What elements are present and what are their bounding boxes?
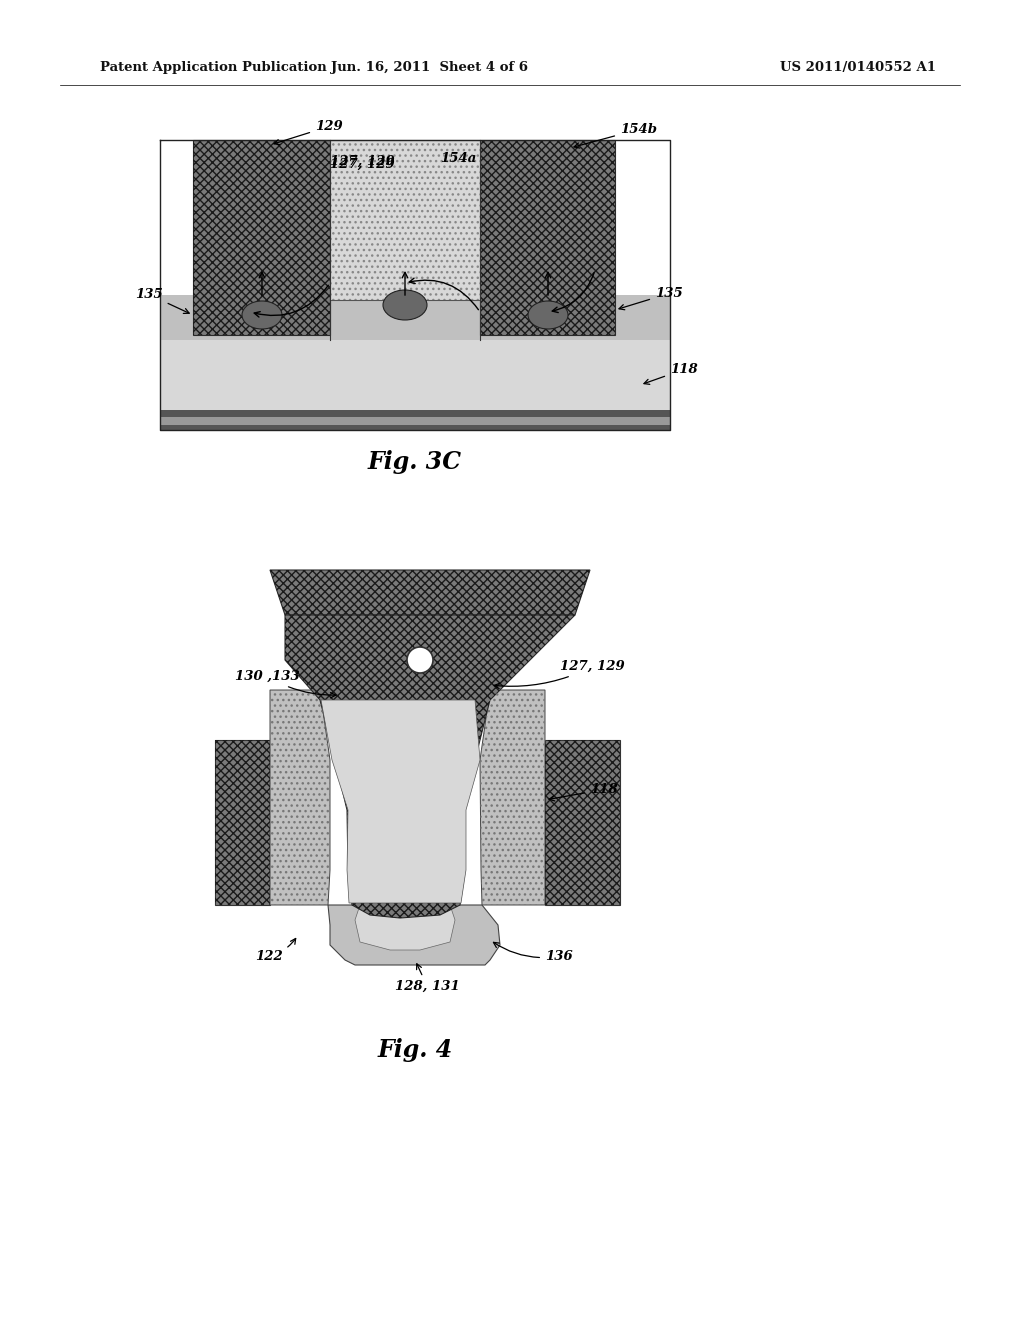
Text: 118: 118 [549, 783, 617, 801]
Text: 154a: 154a [440, 152, 476, 165]
Text: 127, 129: 127, 129 [330, 154, 394, 168]
Text: 136: 136 [494, 942, 572, 964]
Ellipse shape [528, 301, 568, 329]
Bar [193, 140, 330, 335]
Polygon shape [321, 700, 480, 903]
Text: 154b: 154b [574, 123, 657, 148]
Text: 135: 135 [618, 286, 683, 310]
Bar [160, 294, 670, 341]
Text: 122: 122 [255, 939, 296, 964]
Polygon shape [328, 906, 500, 965]
Text: US 2011/0140552 A1: US 2011/0140552 A1 [780, 62, 936, 74]
Polygon shape [270, 690, 330, 906]
Bar [160, 417, 670, 425]
Bar [160, 294, 670, 425]
Text: Fig. 3C: Fig. 3C [368, 450, 462, 474]
Text: 127, 129: 127, 129 [495, 660, 625, 689]
Bar [160, 411, 670, 430]
Text: 130 ,133: 130 ,133 [234, 671, 336, 698]
Bar [480, 140, 615, 335]
Polygon shape [355, 906, 455, 950]
Text: Jun. 16, 2011  Sheet 4 of 6: Jun. 16, 2011 Sheet 4 of 6 [332, 62, 528, 74]
Ellipse shape [383, 290, 427, 319]
Ellipse shape [242, 301, 282, 329]
Polygon shape [215, 741, 270, 906]
Text: 128, 131: 128, 131 [395, 964, 460, 993]
Polygon shape [545, 741, 620, 906]
Text: 135: 135 [135, 288, 189, 313]
Circle shape [407, 647, 433, 673]
Text: Fig. 4: Fig. 4 [378, 1038, 453, 1063]
Polygon shape [285, 615, 575, 917]
Text: 118: 118 [644, 363, 697, 384]
Text: Patent Application Publication: Patent Application Publication [100, 62, 327, 74]
Polygon shape [480, 690, 545, 906]
Text: 129: 129 [274, 120, 343, 145]
Bar [330, 140, 480, 300]
Text: 127, 129: 127, 129 [330, 158, 394, 172]
Bar [480, 140, 615, 335]
Polygon shape [270, 570, 590, 615]
Bar [330, 140, 480, 300]
Bar [193, 140, 330, 335]
